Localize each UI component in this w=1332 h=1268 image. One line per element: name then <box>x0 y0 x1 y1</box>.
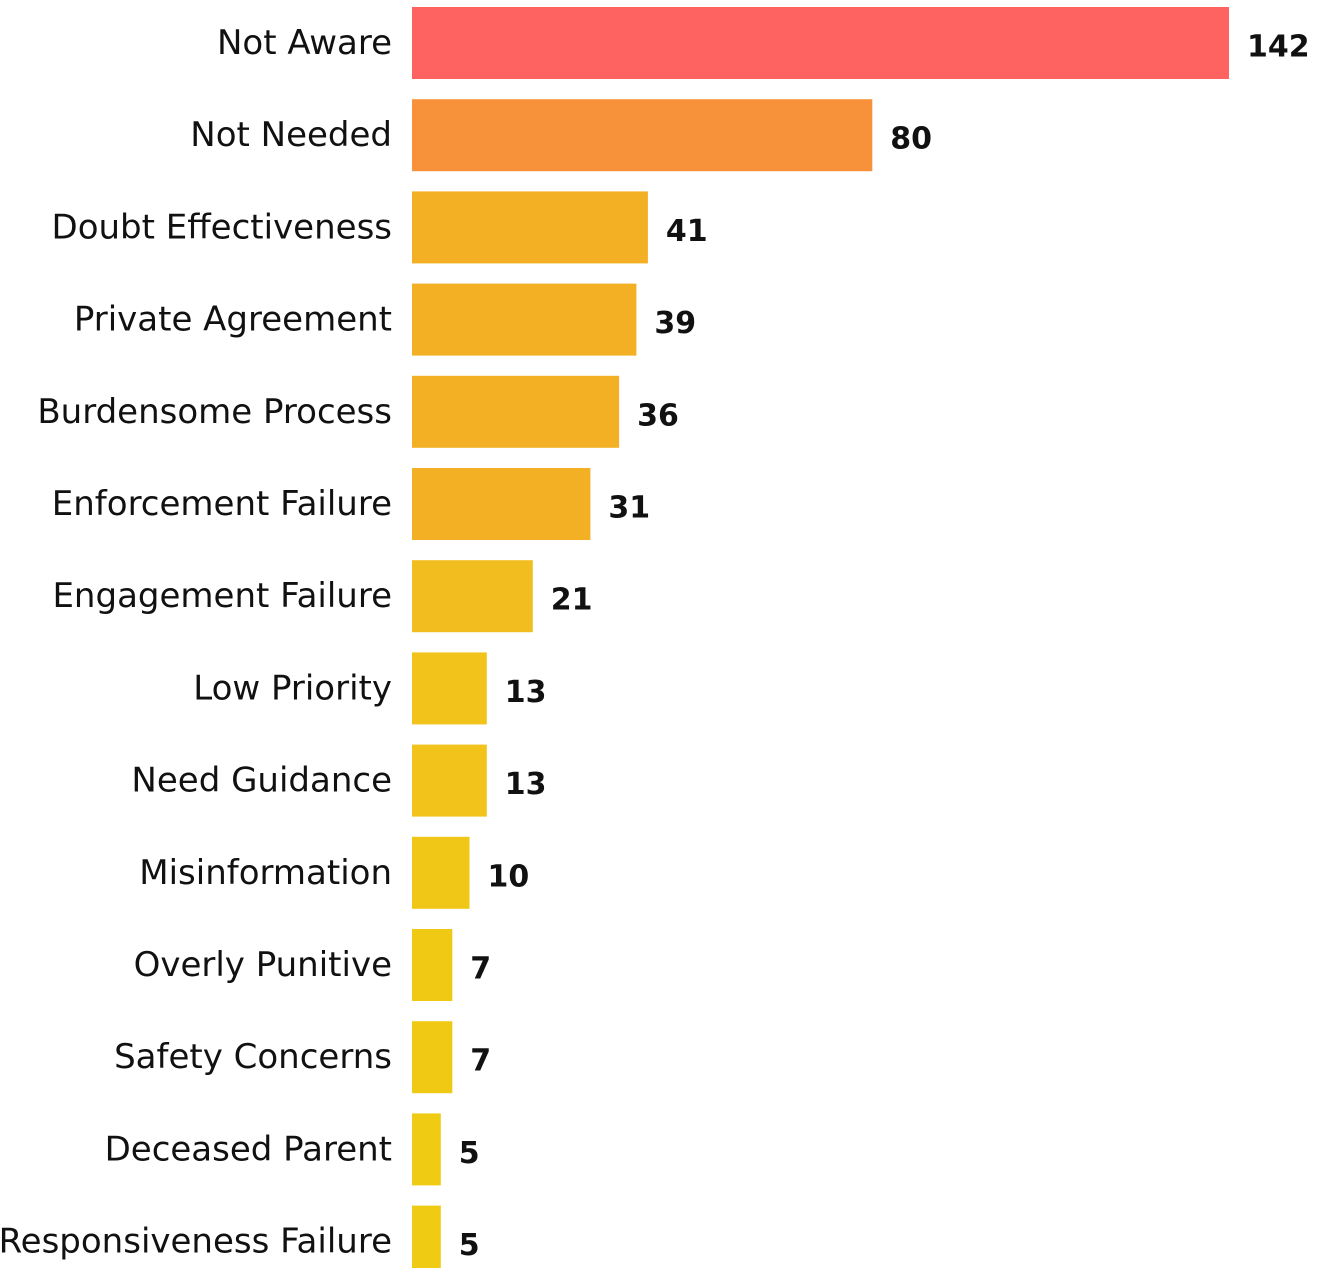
value-label-engagement-failure: 21 <box>551 583 593 618</box>
value-label-private-agreement: 39 <box>654 306 696 341</box>
category-label-responsiveness-failure: Responsiveness Failure <box>0 1222 392 1262</box>
value-label-responsiveness-failure: 5 <box>459 1228 480 1263</box>
value-label-low-priority: 13 <box>505 675 547 710</box>
value-label-not-needed: 80 <box>890 122 932 157</box>
bar-safety-concerns <box>412 1021 453 1094</box>
value-label-burdensome-process: 36 <box>637 398 679 433</box>
category-label-enforcement-failure: Enforcement Failure <box>52 484 392 524</box>
bar-low-priority <box>412 652 487 725</box>
category-labels-group: Not Aware Not Needed Doubt Effectiveness Pr… <box>0 23 392 1262</box>
bar-private-agreement <box>412 283 637 356</box>
category-label-not-needed: Not Needed <box>190 115 392 155</box>
value-label-not-aware: 142 <box>1247 30 1310 65</box>
category-label-overly-punitive: Overly Punitive <box>134 945 392 985</box>
bar-burdensome-process <box>412 375 620 448</box>
value-label-need-guidance: 13 <box>505 767 547 802</box>
category-label-engagement-failure: Engagement Failure <box>52 576 392 616</box>
value-label-safety-concerns: 7 <box>470 1044 491 1079</box>
bars-group <box>412 7 1229 1268</box>
category-label-doubt-effectiveness: Doubt Effectiveness <box>52 207 392 247</box>
value-label-deceased-parent: 5 <box>459 1136 480 1171</box>
category-label-private-agreement: Private Agreement <box>74 300 392 340</box>
value-label-enforcement-failure: 31 <box>608 491 650 526</box>
value-labels-group: 142 80 41 39 36 31 21 13 13 10 7 7 5 5 <box>459 30 1310 1264</box>
category-label-deceased-parent: Deceased Parent <box>105 1129 392 1169</box>
value-label-overly-punitive: 7 <box>470 952 491 987</box>
bar-not-aware <box>412 7 1229 79</box>
category-label-low-priority: Low Priority <box>193 668 392 708</box>
category-label-not-aware: Not Aware <box>217 23 392 63</box>
bar-not-needed <box>412 99 873 172</box>
bar-doubt-effectiveness <box>412 191 648 264</box>
value-label-doubt-effectiveness: 41 <box>666 214 708 249</box>
category-label-safety-concerns: Safety Concerns <box>114 1037 392 1077</box>
bar-enforcement-failure <box>412 468 591 540</box>
category-label-burdensome-process: Burdensome Process <box>37 392 392 432</box>
bar-misinformation <box>412 836 470 909</box>
category-label-need-guidance: Need Guidance <box>131 761 392 801</box>
bar-deceased-parent <box>412 1113 441 1186</box>
bar-need-guidance <box>412 744 487 817</box>
bar-responsiveness-failure <box>412 1205 441 1268</box>
value-label-misinformation: 10 <box>488 859 530 894</box>
category-label-misinformation: Misinformation <box>139 853 392 893</box>
bar-overly-punitive <box>412 929 453 1001</box>
bar-engagement-failure <box>412 560 533 633</box>
